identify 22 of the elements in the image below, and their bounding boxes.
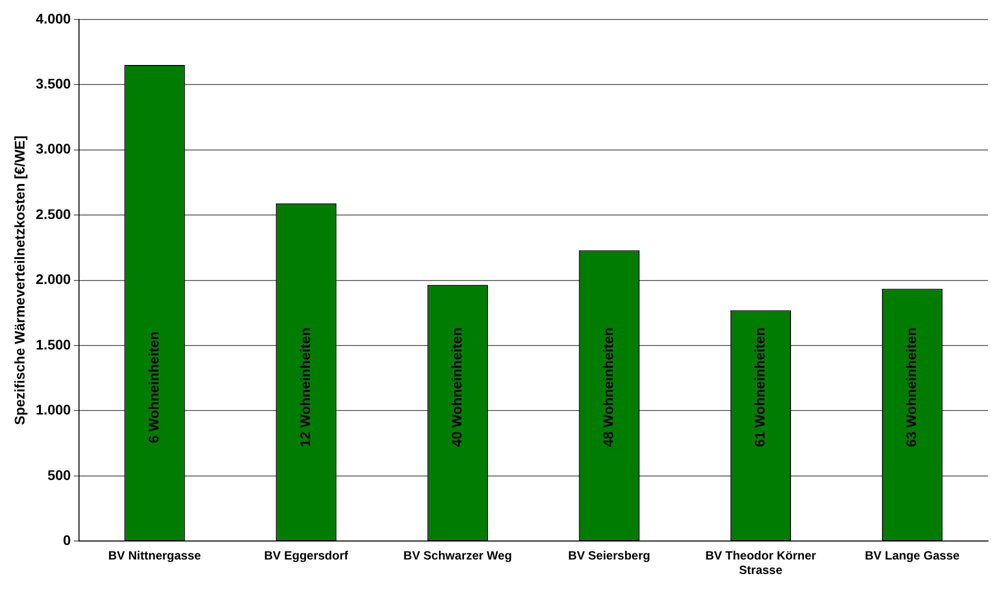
y-tick-label: 1.000 bbox=[36, 402, 72, 418]
x-tick-label: BV Eggersdorf bbox=[264, 548, 350, 563]
y-tick-label: 3.500 bbox=[36, 75, 72, 92]
x-tick-label: BV Schwarzer Weg bbox=[403, 548, 512, 563]
annotation: 12 Wohneinheiten bbox=[296, 327, 313, 448]
x-tick-label: BV Seiersberg bbox=[568, 548, 650, 563]
y-axis-title: Spezifische Wärmeverteilnetzkosten [€/WE] bbox=[11, 136, 28, 426]
y-tick-label: 0 bbox=[63, 532, 72, 548]
x-tick-label: BV Lange Gasse bbox=[864, 548, 960, 563]
x-tick-label: BV Theodor Körner Strasse bbox=[705, 548, 816, 578]
annotation: 61 Wohneinheiten bbox=[752, 327, 768, 448]
annotation: 63 Wohneinheiten bbox=[903, 327, 920, 448]
y-tick-label: 1.500 bbox=[36, 336, 72, 352]
annotation: 40 Wohneinheiten bbox=[448, 327, 465, 448]
y-tick-label: 500 bbox=[47, 466, 72, 483]
y-tick-label: 3.000 bbox=[36, 140, 72, 157]
y-tick-label: 4.000 bbox=[36, 10, 72, 26]
y-tick-label: 2.500 bbox=[36, 206, 72, 222]
annotation: 48 Wohneinheiten bbox=[600, 327, 616, 448]
x-tick-label: BV Nittnergasse bbox=[108, 548, 202, 563]
annotation: 6 Wohneinheiten bbox=[145, 331, 162, 444]
y-tick-label: 2.000 bbox=[36, 271, 72, 288]
